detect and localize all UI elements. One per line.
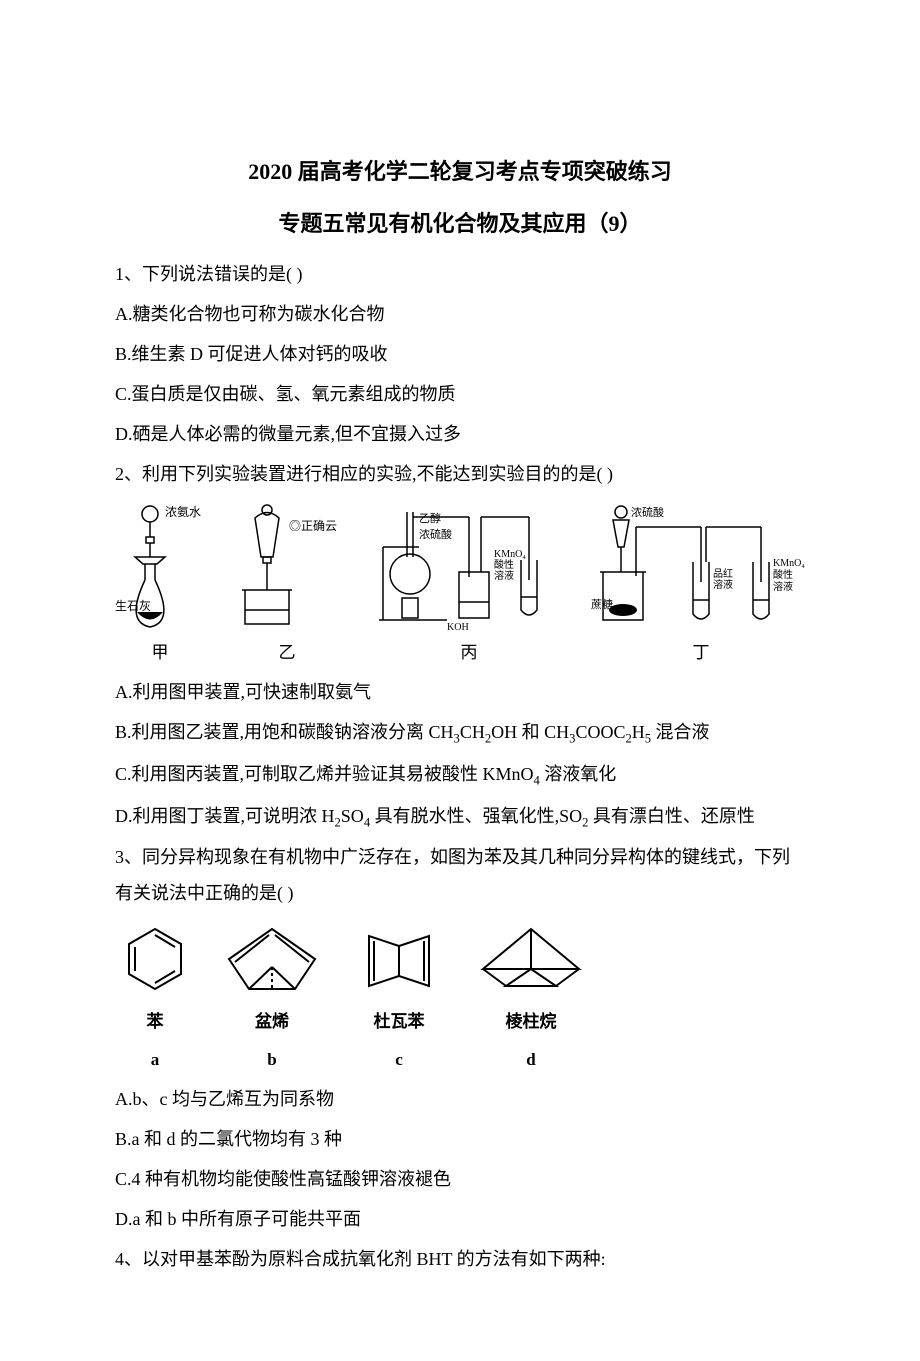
fig-dewar-letter: c (395, 1043, 403, 1077)
q4-stem: 4、以对甲基苯酚为原料合成抗氧化剂 BHT 的方法有如下两种: (115, 1241, 805, 1277)
q2-option-b: B.利用图乙装置,用饱和碳酸钠溶液分离 CH3CH2OH 和 CH3COOC2H… (115, 714, 805, 752)
fig-benvalene-letter: b (267, 1043, 276, 1077)
q3-figure-row: 苯 a 盆烯 b (115, 921, 805, 1077)
fig-benzene-letter: a (151, 1043, 160, 1077)
fig-bing-h2so4: 浓硫酸 (419, 527, 452, 541)
q3-option-d: D.a 和 b 中所有原子可能共平面 (115, 1201, 805, 1237)
fig-ding-caption: 丁 (693, 636, 710, 670)
q3-stem: 3、同分异构现象在有机物中广泛存在，如图为苯及其几种同分异构体的键线式，下列有关… (115, 839, 805, 911)
fig-yi-image: ◎正确云 (227, 502, 347, 632)
svg-text:溶液: 溶液 (773, 580, 793, 593)
q1-option-b: B.维生素 D 可促进人体对钙的吸收 (115, 336, 805, 372)
svg-text:溶液: 溶液 (494, 569, 514, 582)
fig-ding-kmno4: KMnO₄ (773, 558, 805, 569)
fig-benzene: 苯 a (115, 921, 195, 1077)
fig-bing-image: 乙醇 浓硫酸 KOH KMnO₄ 酸性 溶液 (369, 502, 569, 632)
q2-option-d: D.利用图丁装置,可说明浓 H2SO4 具有脱水性、强氧化性,SO2 具有漂白性… (115, 798, 805, 836)
fig-jia-label-top: 浓氨水 (165, 505, 201, 519)
fig-benvalene-image (217, 921, 327, 1001)
q1-option-d: D.硒是人体必需的微量元素,但不宜摄入过多 (115, 416, 805, 452)
fig-benzene-name: 苯 (147, 1005, 164, 1039)
fig-jia-image: 浓氨水 生石灰 (115, 502, 205, 632)
fig-jia-caption: 甲 (152, 636, 169, 670)
fig-bing-koh: KOH (447, 622, 469, 632)
q2-option-c: C.利用图丙装置,可制取乙烯并验证其易被酸性 KMnO4 溶液氧化 (115, 756, 805, 794)
fig-jia: 浓氨水 生石灰 甲 (115, 502, 205, 670)
fig-ding-ph: 品红 (713, 567, 733, 580)
fig-prismane-letter: d (526, 1043, 535, 1077)
fig-bing-caption: 丙 (461, 636, 478, 670)
q3-option-a: A.b、c 均与乙烯互为同系物 (115, 1081, 805, 1117)
fig-bing-ethanol: 乙醇 (419, 511, 441, 525)
fig-jia-label-bot: 生石灰 (115, 599, 151, 613)
fig-benzene-image (115, 921, 195, 1001)
fig-yi-caption: 乙 (279, 636, 296, 670)
fig-prismane-image (471, 921, 591, 1001)
fig-yi: ◎正确云 乙 (227, 502, 347, 670)
worksheet-page: 2020 届高考化学二轮复习考点专项突破练习 专题五常见有机化合物及其应用（9）… (0, 0, 920, 1361)
fig-dewar-image (349, 921, 449, 1001)
q2-figure-row: 浓氨水 生石灰 甲 (115, 502, 805, 670)
q1-option-a: A.糖类化合物也可称为碳水化合物 (115, 296, 805, 332)
fig-prismane-name: 棱柱烷 (506, 1005, 557, 1039)
fig-benvalene: 盆烯 b (217, 921, 327, 1077)
fig-ding-image: 浓硫酸 蔗糖 品红 溶液 KMnO₄ 酸性 溶液 (591, 502, 811, 632)
q3-option-b: B.a 和 d 的二氯代物均有 3 种 (115, 1121, 805, 1157)
q3-option-c: C.4 种有机物均能使酸性高锰酸钾溶液褪色 (115, 1161, 805, 1197)
fig-benvalene-name: 盆烯 (255, 1005, 289, 1039)
fig-dewar-name: 杜瓦苯 (374, 1005, 425, 1039)
q1-stem: 1、下列说法错误的是( ) (115, 256, 805, 292)
fig-dewar: 杜瓦苯 c (349, 921, 449, 1077)
q2-option-a: A.利用图甲装置,可快速制取氨气 (115, 674, 805, 710)
page-title-1: 2020 届高考化学二轮复习考点专项突破练习 (115, 150, 805, 194)
fig-ding-sugar: 蔗糖 (591, 597, 613, 611)
fig-prismane: 棱柱烷 d (471, 921, 591, 1077)
svg-text:溶液: 溶液 (713, 578, 733, 591)
q2-stem: 2、利用下列实验装置进行相应的实验,不能达到实验目的的是( ) (115, 456, 805, 492)
svg-text:酸性: 酸性 (773, 568, 793, 581)
svg-text:酸性: 酸性 (494, 558, 514, 571)
fig-bing-kmno4: KMnO₄ (494, 549, 526, 560)
q1-option-c: C.蛋白质是仅由碳、氢、氧元素组成的物质 (115, 376, 805, 412)
fig-yi-label: ◎正确云 (289, 519, 337, 533)
fig-bing: 乙醇 浓硫酸 KOH KMnO₄ 酸性 溶液 丙 (369, 502, 569, 670)
fig-ding: 浓硫酸 蔗糖 品红 溶液 KMnO₄ 酸性 溶液 丁 (591, 502, 811, 670)
fig-ding-h2so4: 浓硫酸 (631, 505, 664, 519)
page-title-2: 专题五常见有机化合物及其应用（9） (115, 202, 805, 246)
